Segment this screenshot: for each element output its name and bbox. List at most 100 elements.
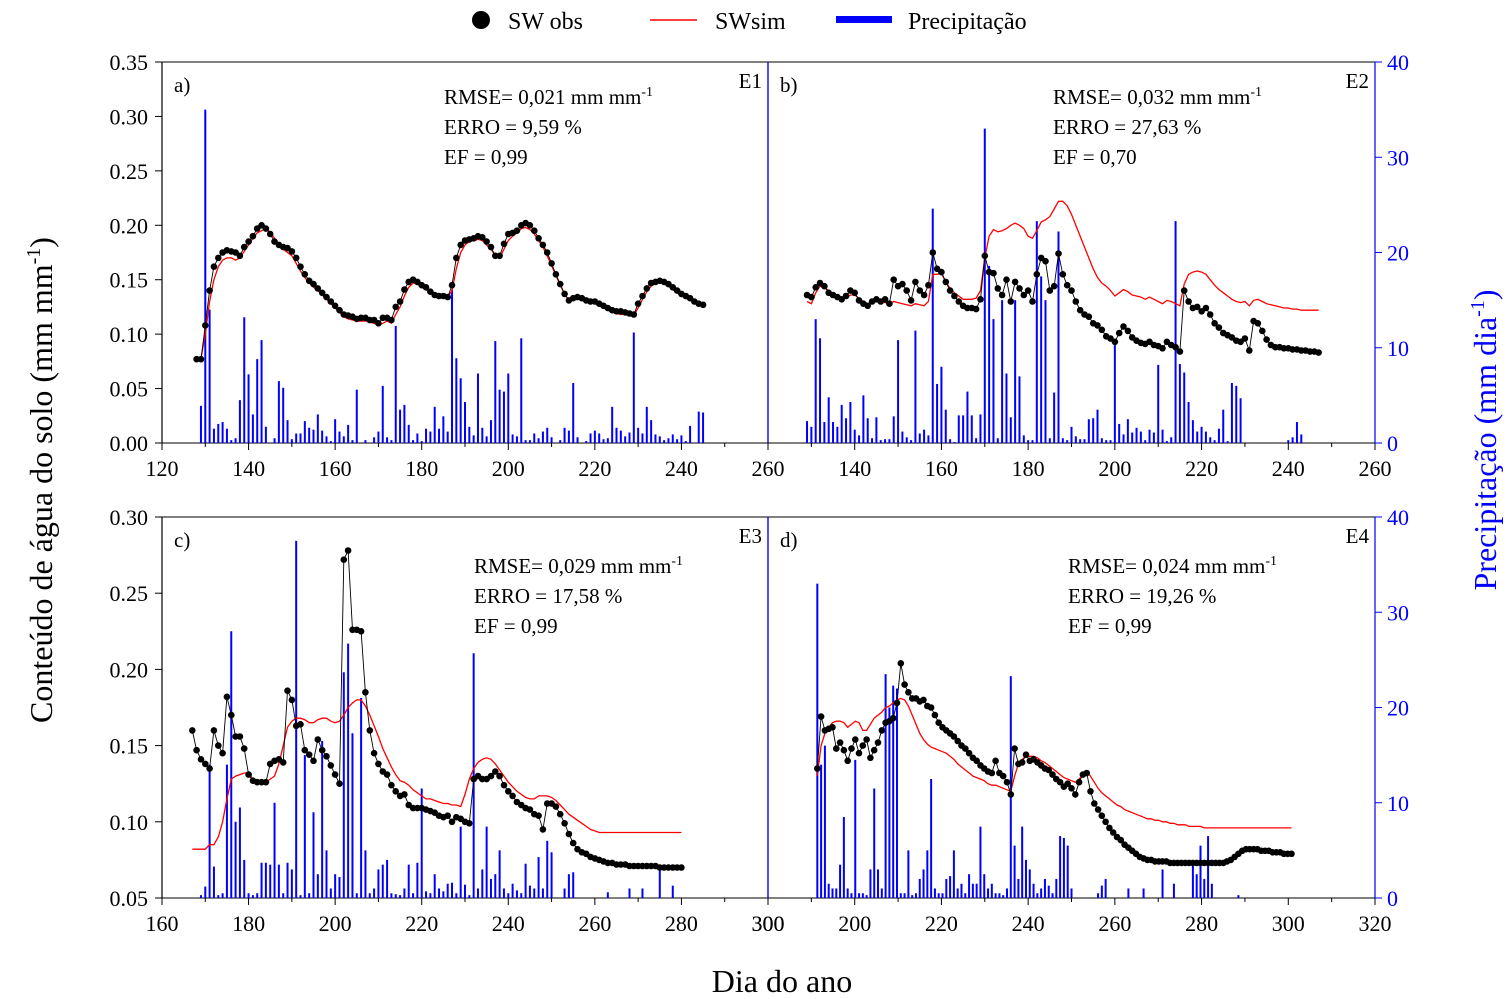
sw-obs-point: [483, 238, 490, 245]
sw-obs-point: [946, 287, 954, 294]
sw-obs-point: [886, 300, 893, 308]
sw-obs-point: [962, 745, 969, 752]
sw-obs-point: [193, 746, 200, 754]
sw-obs-point: [912, 278, 919, 286]
x-tick-label: 200: [319, 911, 352, 936]
sw-obs-point: [1172, 343, 1179, 351]
sw-obs-point: [950, 733, 958, 740]
sw-obs-point: [1029, 298, 1036, 305]
stat-erro: ERRO = 17,58 %: [474, 584, 622, 608]
sw-obs-point: [981, 252, 989, 260]
sw-obs-point: [1259, 327, 1266, 335]
sw-obs-point: [513, 227, 521, 234]
x-tick-label: 240: [1272, 456, 1305, 481]
x-tick-label: 280: [1185, 911, 1218, 936]
sw-obs-point: [401, 286, 408, 293]
sw-obs-point: [496, 252, 503, 260]
x-tick-label: 200: [1098, 456, 1131, 481]
stat-rmse-value: RMSE= 0,032 mm mm: [1053, 85, 1250, 109]
sw-obs-point: [829, 724, 836, 731]
sw-obs-point: [905, 689, 912, 696]
x-tick-label: 280: [665, 911, 698, 936]
sw-obs-point: [1193, 303, 1201, 311]
sw-obs-point: [1020, 291, 1028, 299]
sw-obs-point: [920, 696, 927, 704]
sw-obs-point: [284, 687, 291, 694]
x-tick-label: 260: [1098, 911, 1131, 936]
sw-obs-point: [396, 298, 404, 305]
sw-obs-point: [1059, 271, 1067, 278]
sw-obs-point: [223, 693, 231, 701]
sw-obs-point: [699, 301, 707, 309]
sw-obs-point: [1241, 335, 1249, 342]
sw-obs-point: [1050, 282, 1058, 290]
sw-obs-point: [916, 287, 924, 294]
sw-obs-point: [852, 736, 859, 743]
sw-obs-point: [215, 254, 222, 262]
sw-obs-point: [526, 806, 534, 813]
sw-obs-point: [1211, 320, 1218, 327]
sw-obs-point: [543, 249, 551, 256]
sw-obs-point: [1098, 326, 1106, 334]
y2-tick-label: 30: [1387, 145, 1409, 170]
sw-obs-point: [388, 781, 395, 789]
y-tick-label: 0.20: [110, 657, 149, 682]
sw-obs-point: [893, 699, 901, 707]
sw-sim-line: [196, 226, 704, 360]
sw-obs-point: [344, 547, 352, 554]
sw-obs-point: [561, 820, 568, 827]
y-tick-label: 0.20: [110, 213, 149, 238]
y-tick-label: 0.25: [110, 581, 149, 606]
sw-obs-point: [565, 830, 573, 838]
sw-obs-point: [977, 296, 984, 303]
sw-obs-point: [1083, 769, 1090, 777]
sw-obs-point: [336, 306, 343, 314]
sw-obs-point: [855, 749, 863, 757]
sw-obs-point: [206, 287, 213, 294]
sw-obs-point: [990, 269, 997, 277]
stat-rmse-sup: -1: [641, 85, 653, 100]
sw-obs-point: [249, 232, 257, 240]
sw-sim-line: [806, 200, 1319, 311]
sw-obs-point: [844, 757, 851, 765]
sw-obs-point: [1215, 324, 1223, 331]
sw-obs-point: [1003, 778, 1011, 786]
sw-obs-point: [279, 759, 287, 766]
sw-obs-point: [1109, 829, 1117, 836]
sw-obs-point: [197, 756, 205, 763]
sw-obs-point: [1022, 751, 1030, 758]
sw-obs-point: [1076, 306, 1084, 314]
x-tick-label: 240: [1012, 911, 1045, 936]
stat-rmse: RMSE= 0,021 mm mm-1: [444, 85, 653, 109]
sw-obs-point: [206, 765, 213, 772]
sw-obs-point: [453, 254, 460, 262]
sw-obs-point: [889, 714, 897, 722]
x-tick-label: 120: [146, 456, 179, 481]
sw-obs-point: [240, 243, 248, 251]
sw-obs-point: [1045, 766, 1052, 774]
sw-obs-point: [814, 765, 821, 772]
sw-obs-point: [851, 289, 858, 297]
sw-obs-point: [954, 737, 961, 745]
sw-obs-point: [808, 293, 815, 301]
y2-tick-label: 0: [1387, 431, 1398, 456]
stat-erro: ERRO = 19,26 %: [1068, 584, 1216, 608]
x-tick-label: 260: [752, 456, 785, 481]
x-tick-label: 160: [146, 911, 179, 936]
stat-ef: EF = 0,99: [1068, 614, 1152, 638]
sw-obs-point: [992, 757, 999, 765]
sw-obs-point: [867, 754, 874, 762]
x-tick-label: 180: [405, 456, 438, 481]
sw-obs-point: [999, 772, 1007, 780]
y2-tick-label: 30: [1387, 600, 1409, 625]
sw-obs-point: [1246, 347, 1253, 354]
sw-obs-point: [202, 760, 209, 768]
x-tick-label: 260: [578, 911, 611, 936]
sw-obs-point: [552, 271, 560, 278]
sw-obs-point: [228, 711, 235, 719]
sw-obs-point: [1075, 778, 1083, 786]
sw-obs-point: [236, 733, 244, 740]
sw-obs-point: [1202, 304, 1210, 312]
y-axis-right-title-main: Precipitação (mm dia: [1467, 317, 1503, 591]
sw-obs-point: [210, 727, 218, 734]
